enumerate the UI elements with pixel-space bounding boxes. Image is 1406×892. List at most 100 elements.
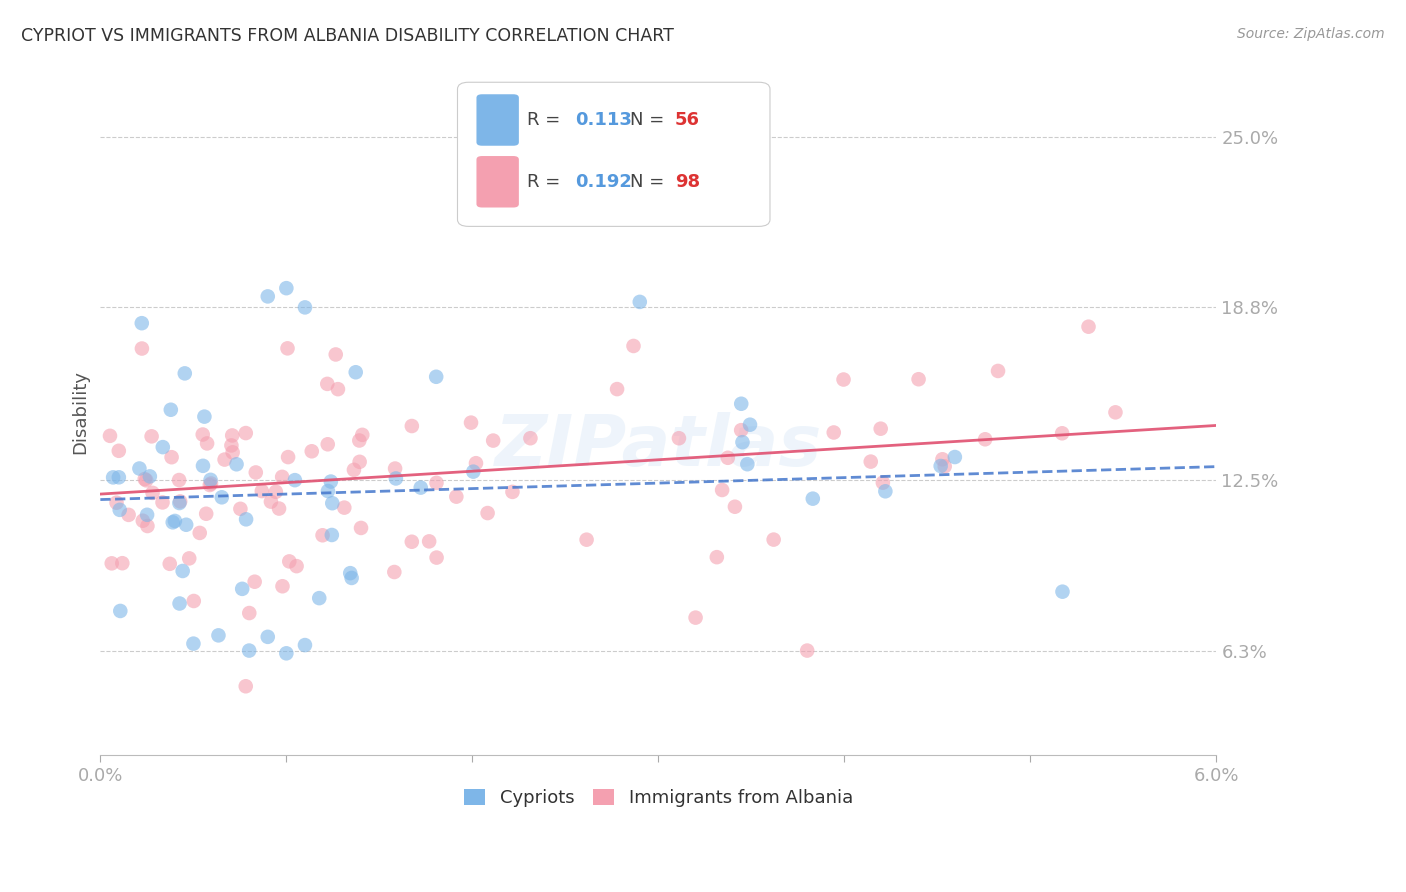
Point [301,444,323,458]
Point [343,463,366,477]
FancyBboxPatch shape [457,82,770,227]
Point [271,470,294,484]
Point [152,440,174,454]
Y-axis label: Disability: Disability [72,369,89,454]
Point [340,571,363,585]
Point [350,521,373,535]
Point [264,484,287,499]
Point [159,402,181,417]
Point [326,382,349,396]
Point [344,365,367,379]
Point [267,501,290,516]
Point [418,534,440,549]
Text: 0.113: 0.113 [575,111,631,129]
Point [325,347,347,361]
Point [152,495,174,509]
Point [987,364,1010,378]
Point [195,436,218,450]
Point [235,426,257,441]
Point [717,450,740,465]
Text: 0.192: 0.192 [575,173,631,191]
Point [974,432,997,446]
Point [465,456,488,470]
Point [136,508,159,522]
Point [401,419,423,434]
Point [872,475,894,490]
Point [136,519,159,533]
Point [277,450,299,464]
Point [159,557,181,571]
Point [316,437,339,451]
Point [321,528,343,542]
Point [173,367,195,381]
Point [762,533,785,547]
Point [108,470,131,484]
Point [737,457,759,471]
Point [169,597,191,611]
Point [167,473,190,487]
Point [169,496,191,510]
Point [198,478,221,492]
Point [931,452,953,467]
Point [110,604,132,618]
Point [592,171,614,186]
Point [623,339,645,353]
Point [128,461,150,475]
Text: 98: 98 [675,173,700,191]
Point [191,458,214,473]
Point [221,445,243,459]
Point [575,533,598,547]
Point [285,559,308,574]
Point [738,417,761,432]
Point [907,372,929,386]
Point [243,574,266,589]
Point [101,470,124,484]
Point [409,481,432,495]
Point [225,457,247,471]
Point [191,427,214,442]
Point [260,494,283,508]
Text: CYPRIOT VS IMMIGRANTS FROM ALBANIA DISABILITY CORRELATION CHART: CYPRIOT VS IMMIGRANTS FROM ALBANIA DISAB… [21,27,673,45]
Text: N =: N = [630,111,671,129]
Text: ZIPatlas: ZIPatlas [495,411,823,481]
Point [1052,584,1074,599]
Point [685,610,707,624]
Point [711,483,734,497]
Point [195,507,218,521]
Point [139,469,162,483]
Text: N =: N = [630,173,671,191]
Point [869,422,891,436]
Point [1077,319,1099,334]
Point [141,429,163,443]
Point [174,517,197,532]
Point [401,534,423,549]
Point [1104,405,1126,419]
Point [200,473,222,487]
Point [100,557,122,571]
Point [256,289,278,303]
Point [135,473,157,487]
Point [519,431,541,445]
Point [1050,426,1073,441]
Point [477,506,499,520]
Point [823,425,845,440]
Point [200,476,222,491]
Point [311,528,333,542]
Point [105,496,128,510]
Point [349,434,371,448]
Point [284,473,307,487]
Point [668,431,690,445]
Point [179,551,201,566]
Point [859,455,882,469]
Point [211,491,233,505]
Point [131,316,153,330]
Text: R =: R = [527,111,565,129]
Point [731,435,754,450]
Point [349,455,371,469]
Point [628,294,651,309]
Point [221,438,243,452]
Point [796,643,818,657]
FancyBboxPatch shape [477,95,519,145]
Point [160,450,183,465]
Point [132,514,155,528]
